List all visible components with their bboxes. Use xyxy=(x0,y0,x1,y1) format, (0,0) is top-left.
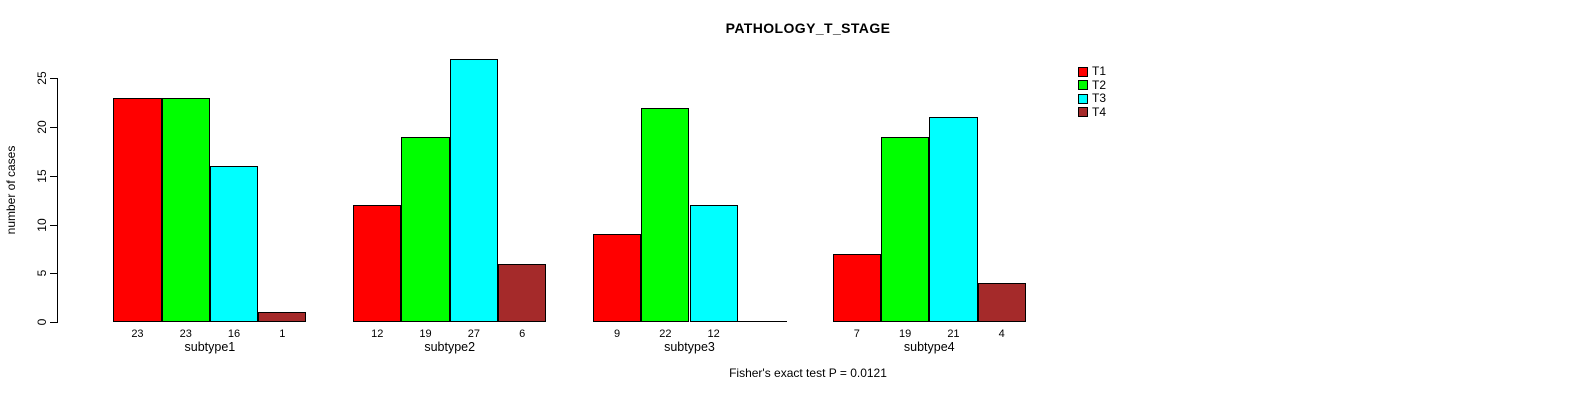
bar-T4-subtype1 xyxy=(258,312,307,322)
x-category-label: subtype4 xyxy=(903,340,955,354)
bar-value-label: 4 xyxy=(998,328,1005,340)
caption-fishers-test: Fisher's exact test P = 0.0121 xyxy=(729,366,887,380)
bar-value-label: 1 xyxy=(279,328,286,340)
legend-label: T2 xyxy=(1092,77,1107,92)
y-tick xyxy=(50,78,57,80)
bar-T2-subtype3 xyxy=(641,107,690,322)
y-tick-label: 25 xyxy=(35,71,49,85)
legend-item: T1 xyxy=(1078,64,1107,78)
legend-label: T1 xyxy=(1092,64,1107,78)
bar-T3-subtype1 xyxy=(209,166,259,322)
bar-T3-subtype4 xyxy=(929,117,978,322)
bar-value-label: 22 xyxy=(659,328,672,340)
bar-T4-subtype3-zero xyxy=(737,321,788,322)
bar-value-label: 19 xyxy=(899,328,912,340)
legend-swatch-T1 xyxy=(1078,66,1088,77)
y-tick xyxy=(50,175,57,177)
bar-T4-subtype2 xyxy=(498,263,547,322)
legend-item: T2 xyxy=(1078,77,1107,92)
y-tick-label: 10 xyxy=(35,217,49,232)
bar-T3-subtype3 xyxy=(689,205,738,322)
legend-swatch-T3 xyxy=(1078,93,1088,104)
y-axis-line xyxy=(57,78,58,323)
legend-item: T4 xyxy=(1078,104,1107,119)
bar-T1-subtype3 xyxy=(592,234,642,322)
bar-value-label: 23 xyxy=(179,328,192,340)
bar-value-label: 6 xyxy=(519,328,526,340)
legend-label: T3 xyxy=(1092,91,1107,105)
y-tick xyxy=(50,273,57,275)
bar-value-label: 27 xyxy=(467,328,480,340)
legend-swatch-T4 xyxy=(1078,107,1088,117)
bar-value-label: 16 xyxy=(227,328,241,340)
y-tick-label: 15 xyxy=(35,169,49,183)
legend-item: T3 xyxy=(1078,91,1107,105)
bar-T2-subtype2 xyxy=(401,136,450,322)
y-tick xyxy=(50,322,57,323)
legend-label: T4 xyxy=(1092,104,1107,119)
bar-value-label: 21 xyxy=(947,328,960,340)
bar-value-label: 12 xyxy=(707,328,720,340)
bar-T3-subtype2 xyxy=(449,58,498,322)
y-tick-label: 5 xyxy=(35,269,49,277)
x-category-label: subtype2 xyxy=(424,340,476,354)
legend-swatch-T2 xyxy=(1078,80,1088,90)
bar-T1-subtype4 xyxy=(832,253,881,322)
bar-value-label: 23 xyxy=(131,328,144,340)
bar-T1-subtype2 xyxy=(353,205,402,322)
y-tick xyxy=(50,224,57,226)
x-category-label: subtype3 xyxy=(664,340,715,354)
bar-value-label: 19 xyxy=(419,328,432,340)
x-category-label: subtype1 xyxy=(184,340,236,354)
bar-T2-subtype1 xyxy=(161,97,210,322)
y-tick xyxy=(50,127,57,129)
bar-T2-subtype4 xyxy=(881,136,930,322)
y-tick-label: 0 xyxy=(35,318,49,326)
bar-value-label: 9 xyxy=(613,328,621,340)
bar-T4-subtype4 xyxy=(977,283,1026,322)
y-tick-label: 20 xyxy=(35,120,49,134)
y-axis-label: number of cases xyxy=(4,145,18,235)
chart-title: PATHOLOGY_T_STAGE xyxy=(725,20,891,36)
bar-value-label: 12 xyxy=(371,328,384,340)
bar-value-label: 7 xyxy=(853,328,860,340)
bar-T1-subtype1 xyxy=(113,97,162,322)
